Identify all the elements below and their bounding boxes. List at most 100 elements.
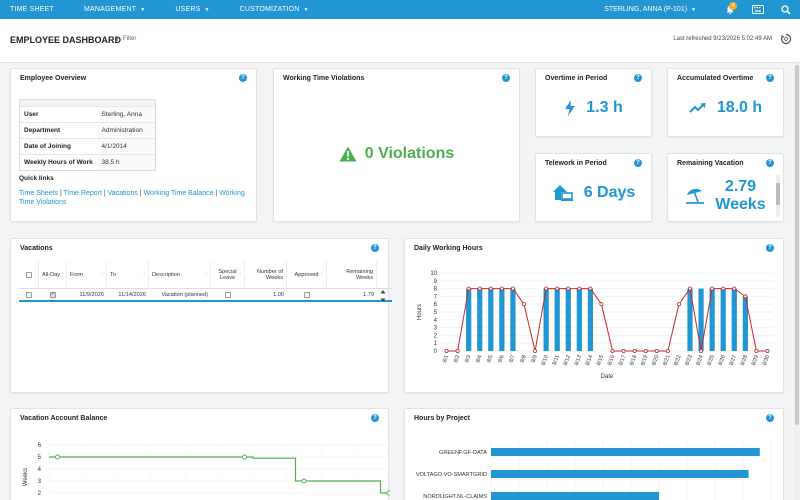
filter-label: Filter [123,36,137,42]
scrollbar-thumb[interactable] [795,65,799,425]
select-all-checkbox[interactable] [25,271,32,278]
line-point [732,286,737,291]
column-menu-icon[interactable]: ⋮ [99,271,105,278]
link-working-time-violations[interactable]: Working Time Violations [19,190,245,206]
line-point [455,349,460,354]
employee-overview-card: Employee Overview ? User Sterling, Anna D… [10,68,257,222]
beach-umbrella-icon [686,188,705,204]
accumulated-overtime-card: Accumulated Overtime ? 18.0 h [667,68,784,137]
x-tick-label: 8/9 [531,354,539,363]
help-icon[interactable]: ? [766,159,774,167]
help-icon[interactable]: ? [371,244,379,252]
nav-label: TIME SHEET [10,6,55,13]
x-tick-label: 8/3 [464,354,472,363]
caret-down-icon: ▼ [140,6,146,13]
line-point [743,294,748,299]
line-point [533,349,538,354]
column-header[interactable]: Description ⋮ [149,261,211,288]
link-time-report[interactable]: Time Report [63,190,102,197]
nav-customization[interactable]: CUSTOMIZATION ▼ [240,6,309,13]
special-leave-cell [211,289,245,300]
table-row: Date of Joining 4/1/2014 [19,138,156,155]
column-header[interactable]: All-Day ⋮ [39,261,67,288]
card-scrollbar[interactable] [776,175,780,217]
user-menu[interactable]: STERLING, ANNA (P-101) ▼ [604,6,696,13]
column-header[interactable]: Approved ⋮ [287,261,327,288]
line-point [665,349,670,354]
link-working-time-balance[interactable]: Working Time Balance [143,190,214,197]
line-point [654,349,659,354]
main-nav: TIME SHEET MANAGEMENT ▼ USERS ▼ CUSTOMIZAT… [0,6,329,13]
y-tick-label: 4 [434,318,438,324]
help-icon[interactable]: ? [766,74,774,82]
line-point [499,286,504,291]
row-select-checkbox[interactable] [26,291,32,298]
nav-label: MANAGEMENT [84,6,137,13]
card-title: Telework in Period [545,160,607,167]
remaining-vacation-metric: 2.79 Weeks [668,178,783,214]
help-icon[interactable]: ? [502,74,510,82]
y-tick-label: 3 [434,326,438,332]
help-icon[interactable]: ? [766,414,774,422]
line-point [588,286,593,291]
approved-cell [287,289,327,300]
last-refreshed: Last refreshed 9/23/2026 5:02:49 AM [673,36,772,42]
table-row: Weekly Hours of Work 38.5 h [19,154,156,171]
nav-management[interactable]: MANAGEMENT ▼ [84,6,145,13]
help-icon[interactable]: ? [371,414,379,422]
column-header[interactable]: Special Leave ⋮ [211,261,245,288]
keyboard-icon [752,5,764,14]
special-leave-checkbox[interactable] [225,291,231,298]
page-scrollbar[interactable] [794,63,800,500]
y-tick-label: 2 [434,333,438,339]
nav-users[interactable]: USERS ▼ [175,6,209,13]
column-menu-icon[interactable]: ⋮ [319,271,325,278]
info-value: 4/1/2014 [97,138,156,155]
vacation-balance-card: Vacation Account Balance ? 2 3 4 5 6 Weeks [10,408,390,500]
bar [543,288,549,351]
bar [554,288,560,351]
help-icon[interactable]: ? [634,74,642,82]
keyboard-button[interactable] [744,0,772,19]
line-point [577,286,582,291]
help-icon[interactable]: ? [766,244,774,252]
column-header[interactable]: Remaining Weeks [327,261,377,288]
approved-checkbox[interactable] [304,291,310,298]
line-point [566,286,571,291]
line-point [522,302,527,307]
nav-time-sheet[interactable]: TIME SHEET [10,6,54,13]
card-title: Remaining Vacation [677,160,744,167]
help-icon[interactable]: ? [634,159,642,167]
column-menu-icon[interactable]: ⋮ [141,271,147,278]
table-row: User Sterling, Anna [19,106,156,123]
line-point [544,286,549,291]
x-tick-label: 8/29 [751,354,760,366]
table-row[interactable]: 11/9/2026 11/14/2026 Vacation (planned) … [19,289,392,302]
column-menu-icon[interactable]: ⋮ [203,271,209,278]
link-vacations[interactable]: Vacations [107,190,138,197]
line-point [687,286,692,291]
search-button[interactable] [772,0,800,19]
y-tick-label: 9 [434,279,438,285]
column-header[interactable]: From ⋮ [67,261,107,288]
notifications-button[interactable]: 4 [716,0,744,19]
filter-button[interactable]: Filter [114,36,136,42]
help-icon[interactable]: ? [239,74,247,82]
link-time-sheets[interactable]: Time Sheets [19,190,59,197]
line-point [466,286,471,291]
x-tick-label: 8/4 [475,354,483,363]
column-header[interactable]: To ⋮ [107,261,149,288]
column-menu-icon[interactable]: ⋮ [237,271,243,278]
bar [491,470,749,478]
table-scroll-arrows[interactable] [380,289,386,303]
column-header[interactable]: Number of Weeks [245,261,287,288]
column-menu-icon[interactable]: ⋮ [59,271,65,278]
refresh-icon[interactable] [780,33,792,45]
all-day-checkbox[interactable] [50,291,56,298]
x-tick-label: 8/5 [486,354,494,363]
lightning-icon [565,100,576,116]
nav-label: CUSTOMIZATION [239,6,300,13]
all-day-cell [39,289,67,300]
vacations-table: All-Day ⋮ From ⋮ To ⋮ Description ⋮ Special … [19,261,392,302]
to-cell: 11/14/2026 [118,291,146,298]
